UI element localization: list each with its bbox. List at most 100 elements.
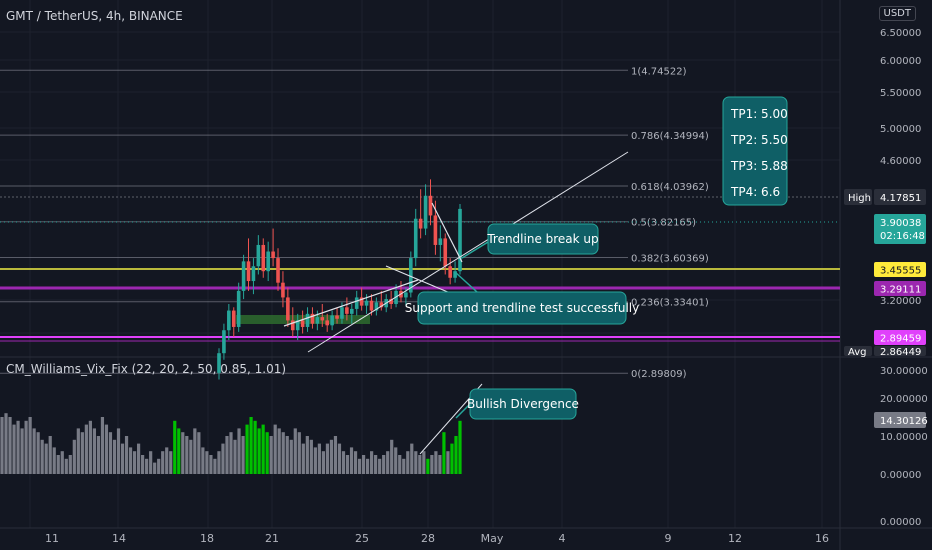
vix-bar [40,439,44,474]
candle-body [251,266,256,282]
vix-bar [4,413,8,474]
vix-bar [422,451,426,474]
vix-bar [181,432,185,474]
price-tick: 6.00000 [880,56,921,67]
candle-body [423,195,428,229]
date-tick: 18 [200,532,214,545]
vix-bar [96,436,101,474]
candle-body [256,244,261,267]
callouts[interactable]: Trendline break up Support and trendline … [405,223,640,420]
candle-body [364,300,369,306]
vix-bar [28,417,32,474]
take-profit-box[interactable]: TP1: 5.00 TP2: 5.50 TP3: 5.88 TP4: 6.6 [722,96,788,206]
indicator-axis[interactable]: 30.00000 20.00000 10.00000 0.00000 0.00000 14… [874,366,928,528]
vix-bar [361,455,366,474]
candle-body [458,208,462,272]
candle-body [325,320,330,326]
currency-label[interactable]: USDT [878,6,916,21]
vix-bar [410,443,414,474]
candle-body [335,315,339,319]
price-badge-magenta [874,330,926,345]
vix-bar [333,436,338,474]
vix-bar [337,443,342,474]
vix-bar [8,417,12,474]
indicator-tick: 0.00000 [880,470,921,481]
candle-body [379,302,384,308]
callout-pointer [461,241,489,259]
candle-body [246,261,251,282]
vix-bar [325,443,330,474]
callout-pointer [455,403,471,419]
price-axis[interactable]: 6.50000 6.00000 5.50000 5.00000 4.60000 3.200… [844,28,926,358]
vix-bar [221,443,225,474]
fib-label: 0.382(3.60369) [631,253,709,264]
candle-body [281,282,285,298]
vix-bar [265,432,269,474]
vix-bar [305,436,309,474]
vix-bar [398,455,402,474]
indicator-title[interactable]: CM_Williams_Vix_Fix (22, 20, 2, 50, 0.85… [6,362,287,376]
vix-bar [414,451,418,474]
candle-body [433,215,438,245]
vix-bar [161,451,165,474]
candle-body [290,320,295,331]
vix-bar [169,451,173,474]
candle-body [310,313,315,324]
vix-bar [112,439,117,474]
vix-bar [100,417,105,474]
vix-bar [309,439,313,474]
vix-bar [84,424,88,474]
vix-bar [44,443,48,474]
vix-bar [193,428,197,474]
candle-body [409,258,413,293]
vix-bar [237,428,241,474]
vix-bar [269,436,273,474]
vix-bar [386,451,390,474]
vix-bar [68,455,72,474]
vix-bar [24,420,28,474]
price-tick: 3.20000 [880,296,921,307]
date-axis[interactable]: 11 14 18 21 25 28 May 4 9 12 16 [45,532,829,545]
vix-bar [289,439,293,474]
vix-bar [128,447,133,474]
vix-bar [124,436,129,474]
price-badge-last [874,214,926,244]
fib-label: 0(2.89809) [631,369,687,380]
vix-bar [52,447,56,474]
vix-bar [402,458,406,474]
price-badge-value: 4.17851 [880,193,921,204]
fib-levels: 2(6.59236)1.618(5.88675)1.414(5.50994)1.… [0,66,709,380]
vix-bar [64,458,68,474]
vix-bar [313,447,317,474]
candle-body [369,300,374,311]
vix-bar [378,458,382,474]
price-badge-value: 3.90038 [880,218,921,229]
candle-body [418,218,423,229]
vix-bar [273,424,277,474]
vix-bar [382,455,386,474]
candle-body [271,251,275,259]
candle-body [413,218,418,259]
candle-body [222,330,226,354]
price-badge-purple [874,281,926,296]
vix-bar [0,417,4,474]
vix-bar [20,428,24,474]
vix-bar [153,462,157,474]
vix-bar [56,455,60,474]
vix-bar [297,432,301,474]
date-tick: May [481,532,504,545]
vix-bar [249,417,253,474]
date-tick: 4 [559,532,566,545]
tp-label: TP4: 6.6 [730,185,780,199]
horizontal-levels [0,196,840,342]
fib-label: 0.5(3.82165) [631,218,696,229]
vix-bar [345,455,350,474]
fib-label: 0.618(4.03962) [631,182,709,193]
vix-bar [92,428,97,474]
price-badge-high [874,189,926,205]
tp-label: TP1: 5.00 [730,107,788,121]
chart-title: GMT / TetherUS, 4h, BINANCE [6,9,183,23]
vix-bar [233,439,237,474]
price-badge-yellow [874,262,926,277]
